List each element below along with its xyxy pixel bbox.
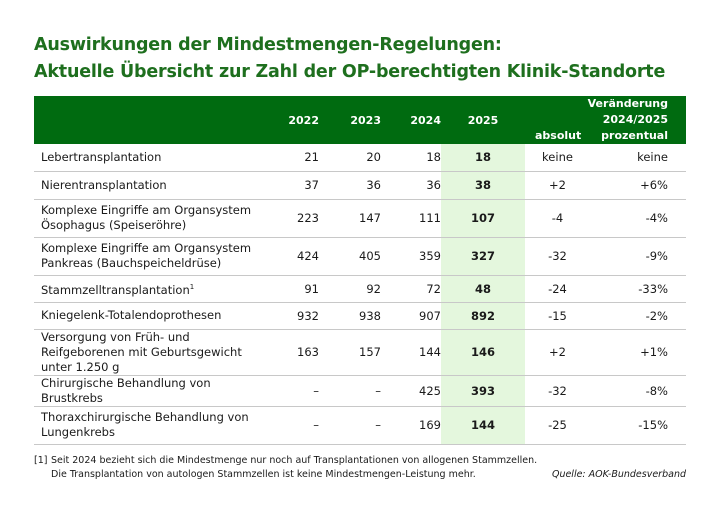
cell-absolut: +2 — [525, 329, 590, 376]
cell-2025: 48 — [441, 275, 525, 303]
cell-2022: 37 — [264, 171, 319, 200]
col-header-2023: 2023 — [350, 113, 381, 127]
table-row: Thoraxchirurgische Behandlung von Lungen… — [34, 406, 686, 445]
table-row: Nierentransplantation 37 36 36 38 +2 +6% — [34, 171, 686, 200]
cell-2025: 18 — [441, 144, 525, 172]
row-label: Thoraxchirurgische Behandlung von Lungen… — [34, 406, 264, 445]
row-label: Kniegelenk-Totalendoprothesen — [34, 302, 264, 330]
row-label: Nierentransplantation — [34, 171, 264, 200]
cell-2025: 146 — [441, 329, 525, 376]
cell-prozentual: -15% — [590, 406, 686, 445]
table-row: Kniegelenk-Totalendoprothesen 932 938 907 89… — [34, 302, 686, 330]
cell-2022: 424 — [264, 237, 319, 276]
cell-2024: 169 — [381, 406, 441, 445]
cell-2023: 147 — [319, 199, 381, 238]
col-header-prozentual: prozentual — [601, 129, 668, 142]
cell-prozentual: keine — [590, 144, 686, 172]
row-label: Komplexe Eingriffe am Organsystem Pankre… — [34, 237, 264, 276]
title-line-2: Aktuelle Übersicht zur Zahl der OP-berec… — [34, 62, 666, 82]
col-header-2024: 2024 — [410, 113, 441, 127]
footnote: [1] Seit 2024 bezieht sich die Mindestme… — [34, 454, 537, 480]
row-label: Lebertransplantation — [34, 144, 264, 172]
table-row: Komplexe Eingriffe am Organsystem Ösopha… — [34, 199, 686, 238]
cell-absolut: -32 — [525, 237, 590, 276]
cell-2022: 932 — [264, 302, 319, 330]
cell-2023: – — [319, 406, 381, 445]
cell-2024: 18 — [381, 144, 441, 172]
cell-2023: 405 — [319, 237, 381, 276]
cell-2023: 92 — [319, 275, 381, 303]
cell-2023: 20 — [319, 144, 381, 172]
cell-2024: 907 — [381, 302, 441, 330]
cell-2022: – — [264, 406, 319, 445]
title-line-1: Auswirkungen der Mindestmengen-Regelunge… — [34, 35, 502, 55]
row-label: Komplexe Eingriffe am Organsystem Ösopha… — [34, 199, 264, 238]
cell-2024: 144 — [381, 329, 441, 376]
footnote-marker: [1] — [34, 455, 48, 466]
change-title: Veränderung 2024/2025 — [587, 97, 668, 126]
cell-absolut: -15 — [525, 302, 590, 330]
footnote-line-2: Die Transplantation von autologen Stammz… — [51, 469, 476, 480]
cell-prozentual: +6% — [590, 171, 686, 200]
cell-prozentual: -8% — [590, 375, 686, 407]
cell-absolut: -32 — [525, 375, 590, 407]
row-label: Chirurgische Behandlung von Brustkrebs — [34, 375, 264, 407]
cell-absolut: -24 — [525, 275, 590, 303]
col-header-2025: 2025 — [467, 113, 499, 127]
cell-prozentual: -33% — [590, 275, 686, 303]
cell-absolut: keine — [525, 144, 590, 172]
cell-2024: 425 — [381, 375, 441, 407]
cell-prozentual: -4% — [590, 199, 686, 238]
table-row: Lebertransplantation 21 20 18 18 keine keine — [34, 144, 686, 172]
cell-absolut: -4 — [525, 199, 590, 238]
cell-2025: 144 — [441, 406, 525, 445]
cell-absolut: +2 — [525, 171, 590, 200]
table-row: Versorgung von Früh- und Reifgeborenen m… — [34, 329, 686, 376]
row-label: Stammzelltransplantation1 — [34, 275, 264, 303]
cell-2025: 892 — [441, 302, 525, 330]
cell-2023: – — [319, 375, 381, 407]
cell-prozentual: +1% — [590, 329, 686, 376]
col-header-2022: 2022 — [288, 113, 319, 127]
cell-2025: 38 — [441, 171, 525, 200]
cell-2023: 938 — [319, 302, 381, 330]
cell-2022: 21 — [264, 144, 319, 172]
cell-2022: 91 — [264, 275, 319, 303]
row-label: Versorgung von Früh- und Reifgeborenen m… — [34, 329, 264, 376]
data-table: 2022 2023 2024 2025 Veränderung 2024/202… — [34, 96, 686, 445]
source: Quelle: AOK-Bundesverband — [551, 469, 686, 480]
col-header-absolut: absolut — [535, 129, 582, 142]
cell-2022: – — [264, 375, 319, 407]
cell-absolut: -25 — [525, 406, 590, 445]
cell-prozentual: -2% — [590, 302, 686, 330]
table-header: 2022 2023 2024 2025 Veränderung 2024/202… — [34, 96, 686, 144]
cell-2022: 163 — [264, 329, 319, 376]
change-header: Veränderung 2024/2025 absolut prozentual — [525, 96, 686, 144]
cell-2024: 359 — [381, 237, 441, 276]
cell-2024: 36 — [381, 171, 441, 200]
cell-2023: 157 — [319, 329, 381, 376]
cell-2024: 111 — [381, 199, 441, 238]
table-row: Komplexe Eingriffe am Organsystem Pankre… — [34, 237, 686, 276]
cell-2025: 107 — [441, 199, 525, 238]
cell-2025: 393 — [441, 375, 525, 407]
table-row: Stammzelltransplantation1 91 92 72 48 -24 -33% — [34, 275, 686, 303]
table-row: Chirurgische Behandlung von Brustkrebs – –… — [34, 375, 686, 407]
footnote-line-1: Seit 2024 bezieht sich die Mindestmenge … — [51, 455, 538, 466]
cell-2024: 72 — [381, 275, 441, 303]
cell-prozentual: -9% — [590, 237, 686, 276]
cell-2022: 223 — [264, 199, 319, 238]
cell-2023: 36 — [319, 171, 381, 200]
cell-2025: 327 — [441, 237, 525, 276]
